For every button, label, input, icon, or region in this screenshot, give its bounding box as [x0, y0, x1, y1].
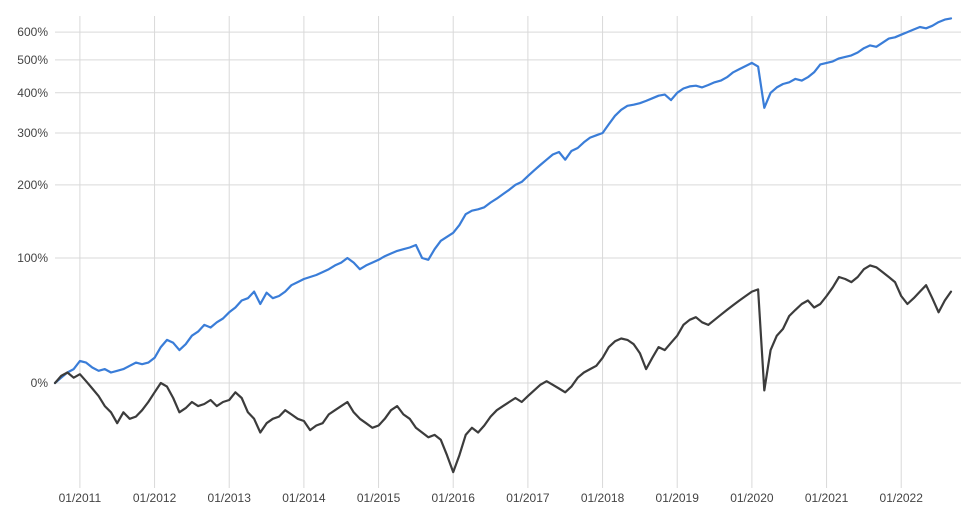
y-tick-label: 600% [17, 25, 48, 39]
y-tick-label: 500% [17, 53, 48, 67]
x-tick-label: 01/2013 [208, 491, 252, 505]
series-line-dark [53, 264, 953, 474]
x-tick-label: 01/2015 [357, 491, 401, 505]
x-tick-label: 01/2021 [805, 491, 849, 505]
x-tick-label: 01/2014 [282, 491, 326, 505]
x-tick-label: 01/2011 [59, 491, 102, 505]
x-tick-label: 01/2019 [656, 491, 700, 505]
y-axis-tick-labels: 0% 100% 200% 300% 400% 500% 600% [17, 25, 48, 390]
x-axis-tick-labels: 01/2011 01/2012 01/2013 01/2014 01/2015 01/20… [59, 491, 924, 505]
x-tick-label: 01/2022 [880, 491, 924, 505]
series-lines [53, 17, 953, 474]
x-tick-label: 01/2012 [133, 491, 177, 505]
x-tick-label: 01/2017 [506, 491, 550, 505]
x-tick-label: 01/2018 [581, 491, 625, 505]
y-tick-label: 300% [17, 126, 48, 140]
y-tick-label: 400% [17, 86, 48, 100]
series-line-blue [53, 17, 953, 385]
vertical-gridlines [79, 16, 902, 488]
y-tick-label: 0% [31, 376, 49, 390]
x-tick-label: 01/2016 [432, 491, 476, 505]
y-tick-label: 100% [17, 251, 48, 265]
y-tick-label: 200% [17, 178, 48, 192]
horizontal-gridlines [55, 31, 961, 384]
x-tick-label: 01/2020 [730, 491, 774, 505]
